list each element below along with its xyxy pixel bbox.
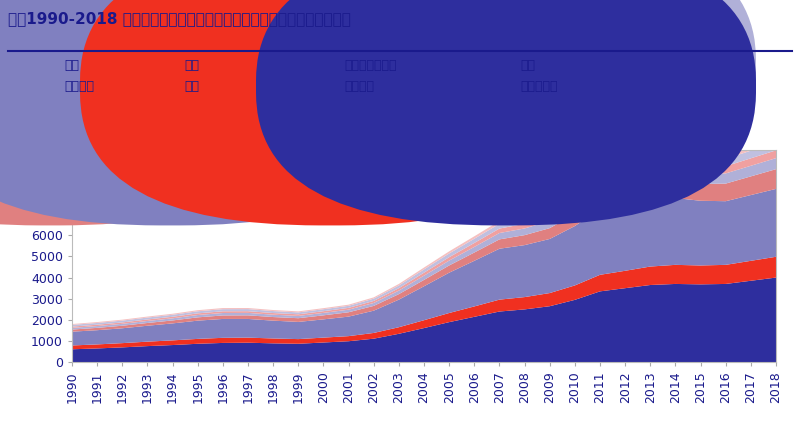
Text: 电力与热力: 电力与热力 bbox=[520, 80, 558, 93]
Text: 商业及公共服务: 商业及公共服务 bbox=[344, 59, 397, 72]
Text: 农业: 农业 bbox=[184, 59, 199, 72]
Text: 建筑: 建筑 bbox=[520, 59, 535, 72]
Text: 交通运输: 交通运输 bbox=[64, 80, 94, 93]
Text: 其他: 其他 bbox=[64, 59, 79, 72]
Text: 图：1990-2018 年中国各行业二氧化碳排放量（单位：百万吨二氧化碳）: 图：1990-2018 年中国各行业二氧化碳排放量（单位：百万吨二氧化碳） bbox=[8, 11, 351, 26]
Text: 其他能源: 其他能源 bbox=[344, 80, 374, 93]
Text: 工业: 工业 bbox=[184, 80, 199, 93]
